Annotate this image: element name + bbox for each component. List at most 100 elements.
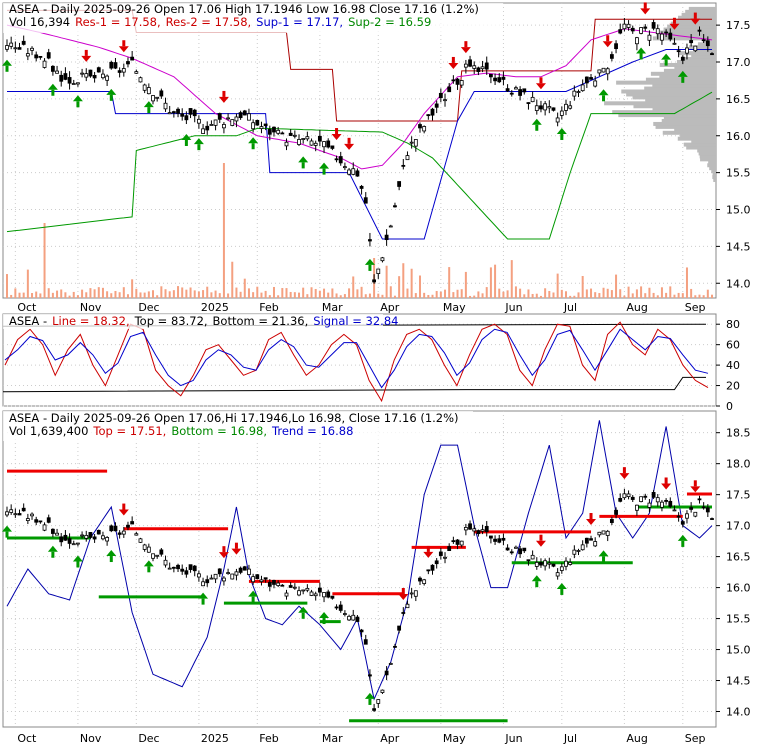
trend-panel-candle <box>342 613 347 615</box>
price-panel-volume-bar <box>389 286 392 298</box>
trend-panel-up-arrow <box>143 560 154 567</box>
trend-panel-candle <box>422 579 427 584</box>
price-panel-volume-bar <box>289 291 292 298</box>
price-panel-down-arrow <box>693 12 697 19</box>
price-panel-ytick-label: 16.5 <box>726 93 751 106</box>
trend-panel-xtick-label: Oct <box>17 732 37 745</box>
price-panel-candle <box>372 279 377 283</box>
price-panel-volume-bar <box>101 287 104 298</box>
price-panel-candle <box>413 139 418 147</box>
price-panel-volume-bar <box>35 291 38 298</box>
price-panel-candle <box>184 115 189 121</box>
price-panel-volume-bar <box>531 293 534 298</box>
trend-panel-candle <box>443 556 447 559</box>
trend-panel-candle <box>301 589 306 592</box>
price-panel-volume-profile-bar <box>676 60 716 64</box>
trend-panel-candle <box>572 549 577 555</box>
price-panel-up-arrow <box>598 89 609 96</box>
price-panel-candle <box>430 108 435 116</box>
price-panel-volume-profile-bar <box>616 80 716 85</box>
price-panel-candle <box>117 70 122 73</box>
price-panel-volume-bar <box>335 293 338 298</box>
price-panel-volume-bar <box>272 286 275 298</box>
price-panel-candle <box>438 92 443 99</box>
price-panel-candle <box>710 53 714 56</box>
price-panel-up-arrow <box>181 133 192 140</box>
price-panel-up-arrow <box>143 101 154 108</box>
price-panel-volume-bar <box>31 293 34 298</box>
price-panel-header-line2: Sup-1 = 17.17, <box>256 15 343 29</box>
price-panel-candle <box>388 225 393 228</box>
price-panel-volume-bar <box>606 288 609 298</box>
price-panel-volume-profile-bar <box>645 98 716 103</box>
price-panel-candle <box>201 128 205 134</box>
price-panel-volume-bar <box>126 294 129 298</box>
price-panel-candle <box>180 113 185 117</box>
price-panel-volume-bar <box>510 260 513 298</box>
trend-panel-candle <box>351 614 356 621</box>
trend-panel-down-arrow <box>589 513 593 520</box>
trend-panel-up-arrow <box>556 582 567 589</box>
trend-panel-candle <box>413 590 418 597</box>
price-panel-candle <box>63 73 68 80</box>
price-panel-up-arrow <box>319 162 330 169</box>
price-panel-up-arrow <box>364 258 375 265</box>
trend-panel-candle <box>30 513 34 517</box>
price-panel-volume-bar <box>160 286 163 298</box>
price-panel-candle <box>622 23 627 30</box>
price-panel-candle <box>242 110 247 116</box>
price-panel-candle <box>222 124 226 129</box>
price-panel-candle <box>151 95 155 102</box>
price-panel-candle <box>689 40 694 44</box>
price-panel-volume-bar <box>623 295 626 298</box>
trend-panel-down-arrow <box>586 519 597 526</box>
price-panel-candle <box>96 67 101 73</box>
price-panel-volume-profile-bar <box>678 15 716 20</box>
price-panel-down-arrow <box>81 55 92 62</box>
price-panel-volume-bar <box>656 295 659 298</box>
stochastic-panel-ytick-label: 40 <box>726 359 740 372</box>
price-panel-candle <box>67 77 72 84</box>
price-panel-candle <box>38 55 43 58</box>
price-panel-volume-bar <box>285 288 288 298</box>
trend-panel-candle <box>551 563 556 567</box>
price-panel-volume-bar <box>402 263 405 298</box>
trend-panel-down-arrow <box>535 540 546 547</box>
price-panel-volume-profile-bar <box>691 139 716 144</box>
trend-panel-candle <box>518 548 523 555</box>
trend-panel-candle <box>697 498 702 501</box>
price-panel-candle <box>547 106 552 109</box>
price-panel-volume-bar <box>172 290 175 298</box>
trend-panel-ytick-label: 18.0 <box>726 458 751 471</box>
price-panel-candle <box>368 239 372 242</box>
trend-panel-candle <box>176 564 180 570</box>
price-panel-volume-bar <box>452 292 455 298</box>
price-panel-candle <box>292 134 297 137</box>
price-panel-up-arrow <box>248 137 259 144</box>
price-panel-volume-bar <box>485 287 488 298</box>
trend-panel-candle <box>117 532 122 535</box>
trend-panel-candle <box>59 536 64 543</box>
price-panel-candle <box>593 80 598 87</box>
trend-panel-candle <box>284 592 289 597</box>
trend-panel-candle <box>430 564 435 571</box>
price-panel-volume-bar <box>185 289 188 298</box>
price-panel-down-arrow <box>347 137 351 144</box>
price-panel-volume-profile-bar <box>667 24 716 29</box>
trend-panel-candle <box>222 577 226 582</box>
price-panel-volume-bar <box>197 291 200 298</box>
price-panel-xtick-label: Apr <box>380 301 400 314</box>
price-panel-volume-bar <box>293 292 296 298</box>
price-panel-down-arrow <box>222 90 226 97</box>
price-panel-header-line2: Res-2 = 17.58, <box>166 15 252 29</box>
price-panel-volume-bar <box>418 275 421 298</box>
price-panel-volume-bar <box>631 293 634 298</box>
trend-panel-candle <box>655 497 660 503</box>
trend-panel-candle <box>555 572 560 577</box>
price-panel-candle <box>443 99 447 102</box>
price-panel-up-arrow <box>251 143 255 150</box>
trend-panel-ytick-label: 14.5 <box>726 675 751 688</box>
price-panel-volume-bar <box>206 286 209 298</box>
price-panel-volume-bar <box>410 268 413 298</box>
trend-panel-candle <box>171 566 176 569</box>
